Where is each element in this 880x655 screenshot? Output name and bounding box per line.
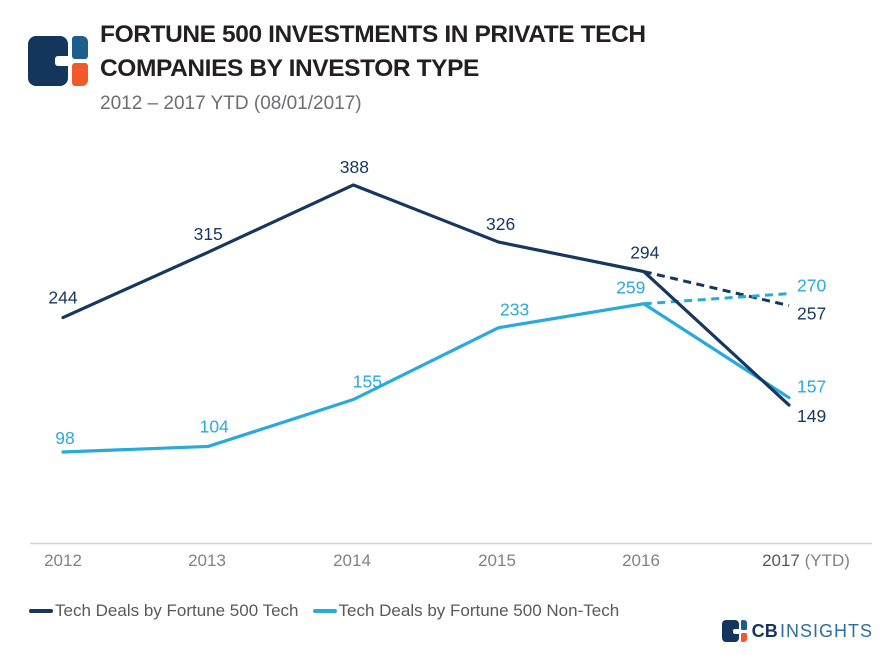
brand-insights-text: INSIGHTS [779,620,873,641]
logo-blue-square [740,620,747,630]
legend-label-tech: Tech Deals by Fortune 500 Tech [55,601,299,620]
logo-c-block [721,620,739,642]
x-tick-label: 2017 (YTD) [762,551,850,570]
projection-dashed-line [643,270,790,308]
x-tick-label: 2012 [44,551,82,570]
data-label: 326 [486,214,515,234]
data-label: 155 [353,371,382,391]
page-title: FORTUNE 500 INVESTMENTS IN PRIVATE TECH … [100,18,646,86]
projected-data-label: 257 [797,304,826,324]
data-label: 157 [797,377,826,397]
cbinsights-logo-icon [28,36,88,86]
x-tick-label: 2014 [333,551,371,570]
projection-dashed-line [643,292,790,306]
brand-cb-text: CB [751,620,778,641]
x-tick-label: 2016 [622,551,660,570]
header-titles: FORTUNE 500 INVESTMENTS IN PRIVATE TECH … [100,18,646,115]
legend-label-nontech: Tech Deals by Fortune 500 Non-Tech [338,601,620,620]
x-tick-label: 2015 [478,551,516,570]
page-title-line1: FORTUNE 500 INVESTMENTS IN PRIVATE TECH [100,21,646,48]
data-label: 104 [200,416,229,436]
legend-line-swatch-nontech-icon [312,609,337,613]
x-tick-label: 2013 [188,551,226,570]
data-label: 149 [797,406,826,426]
page-subtitle: 2012 – 2017 YTD (08/01/2017) [100,93,362,114]
projected-data-label: 270 [797,276,826,296]
legend-line-swatch-tech-icon [29,609,53,613]
logo-notch [55,56,68,66]
logo-orange-square [72,63,88,86]
data-label: 315 [194,224,223,244]
legend-item-tech: Tech Deals by Fortune 500 Tech [29,601,299,621]
data-label: 294 [630,243,659,263]
cbinsights-logo-small-icon [721,620,747,642]
logo-notch [732,628,739,634]
data-label: 244 [48,288,77,308]
legend-item-nontech: Tech Deals by Fortune 500 Non-Tech [312,601,620,621]
page-title-line2: COMPANIES BY INVESTOR TYPE [100,55,479,82]
series-line [61,183,791,407]
data-label: 98 [55,428,74,448]
logo-orange-square [740,632,747,642]
chart-legend: Tech Deals by Fortune 500 Tech Tech Deal… [29,601,619,621]
data-label: 233 [500,300,529,320]
cbinsights-wordmark: CB INSIGHTS [721,620,873,642]
data-label: 388 [340,157,369,177]
logo-blue-square [72,36,88,59]
data-label: 259 [616,278,645,298]
series-line [61,302,791,454]
